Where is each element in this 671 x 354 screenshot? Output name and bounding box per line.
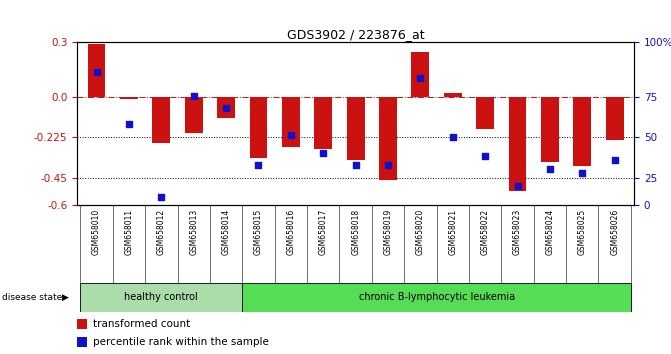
Text: GSM658012: GSM658012 xyxy=(157,209,166,255)
Bar xyxy=(411,52,429,97)
Text: GSM658019: GSM658019 xyxy=(384,209,393,256)
Text: percentile rank within the sample: percentile rank within the sample xyxy=(93,337,268,347)
Bar xyxy=(541,97,559,162)
Bar xyxy=(444,93,462,97)
Text: GSM658013: GSM658013 xyxy=(189,209,198,256)
Point xyxy=(91,69,102,75)
Bar xyxy=(476,97,494,129)
Bar xyxy=(314,97,332,149)
Text: GSM658023: GSM658023 xyxy=(513,209,522,256)
Point xyxy=(350,162,361,167)
Text: disease state: disease state xyxy=(2,293,62,302)
Text: transformed count: transformed count xyxy=(93,319,190,329)
Point xyxy=(609,157,620,162)
Bar xyxy=(250,97,268,158)
Bar xyxy=(379,97,397,180)
Point xyxy=(253,162,264,167)
Text: GSM658025: GSM658025 xyxy=(578,209,586,256)
Bar xyxy=(509,97,527,191)
Point xyxy=(545,167,556,172)
Text: ▶: ▶ xyxy=(62,293,68,302)
Text: GSM658015: GSM658015 xyxy=(254,209,263,256)
Point xyxy=(448,134,458,140)
Bar xyxy=(347,97,364,160)
Point xyxy=(415,75,426,81)
Point xyxy=(318,150,329,156)
Bar xyxy=(574,97,591,166)
Point xyxy=(577,170,588,176)
Point xyxy=(285,132,296,138)
Text: healthy control: healthy control xyxy=(125,292,198,302)
Text: GSM658016: GSM658016 xyxy=(287,209,295,256)
Point xyxy=(156,194,166,200)
Point xyxy=(512,183,523,189)
Text: GSM658011: GSM658011 xyxy=(125,209,134,255)
Bar xyxy=(217,97,235,119)
Text: GSM658026: GSM658026 xyxy=(610,209,619,256)
Text: GSM658021: GSM658021 xyxy=(448,209,457,255)
Point xyxy=(123,121,134,127)
Point xyxy=(480,154,491,159)
Text: GSM658014: GSM658014 xyxy=(221,209,231,256)
Bar xyxy=(185,97,203,133)
Bar xyxy=(88,44,105,97)
Point xyxy=(221,105,231,110)
Text: GSM658024: GSM658024 xyxy=(546,209,554,256)
Text: chronic B-lymphocytic leukemia: chronic B-lymphocytic leukemia xyxy=(358,292,515,302)
Text: GSM658018: GSM658018 xyxy=(351,209,360,255)
Text: GSM658022: GSM658022 xyxy=(480,209,490,255)
Bar xyxy=(120,97,138,98)
Bar xyxy=(152,97,170,143)
Bar xyxy=(81,283,242,312)
Text: GSM658017: GSM658017 xyxy=(319,209,327,256)
Text: GSM658020: GSM658020 xyxy=(416,209,425,256)
Bar xyxy=(606,97,623,140)
Text: GSM658010: GSM658010 xyxy=(92,209,101,256)
Title: GDS3902 / 223876_at: GDS3902 / 223876_at xyxy=(287,28,425,41)
Point xyxy=(189,93,199,99)
Point xyxy=(382,162,393,167)
Bar xyxy=(242,283,631,312)
Bar xyxy=(282,97,300,147)
